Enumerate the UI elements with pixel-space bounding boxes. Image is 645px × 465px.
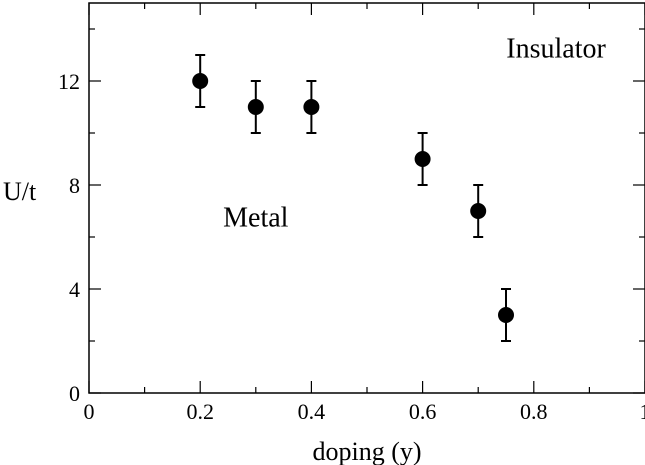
y-tick-label: 4 xyxy=(69,277,80,302)
data-point xyxy=(470,184,487,238)
tick-labels: 0 0.2 0.4 0.6 0.8 1 0 4 8 12 xyxy=(58,69,645,424)
data-point xyxy=(247,80,264,134)
data-marker xyxy=(498,307,514,323)
region-annotations: Insulator Metal xyxy=(223,34,606,234)
axis-ticks xyxy=(88,3,645,394)
annotation-label: Metal xyxy=(223,203,289,234)
data-marker xyxy=(247,99,264,115)
x-axis-label: doping (y) xyxy=(312,437,421,465)
x-tick-label: 0.6 xyxy=(409,399,437,424)
data-marker xyxy=(303,99,320,115)
data-point xyxy=(192,54,209,108)
data-point xyxy=(498,288,514,342)
y-tick-label: 12 xyxy=(58,69,80,94)
y-axis-label: U/t xyxy=(3,177,37,206)
data-point xyxy=(303,80,320,134)
x-tick-label: 0 xyxy=(84,399,95,424)
x-tick-label: 1 xyxy=(640,399,645,424)
data-marker xyxy=(192,73,209,89)
x-tick-label: 0.4 xyxy=(298,399,326,424)
x-tick-label: 0.2 xyxy=(186,399,214,424)
data-point xyxy=(414,132,431,186)
data-marker xyxy=(470,203,487,219)
data-series xyxy=(192,54,514,342)
data-marker xyxy=(414,151,431,167)
x-tick-label: 0.8 xyxy=(520,399,548,424)
annotation-label: Insulator xyxy=(506,34,606,65)
y-tick-label: 0 xyxy=(69,381,80,406)
y-tick-label: 8 xyxy=(69,173,80,198)
